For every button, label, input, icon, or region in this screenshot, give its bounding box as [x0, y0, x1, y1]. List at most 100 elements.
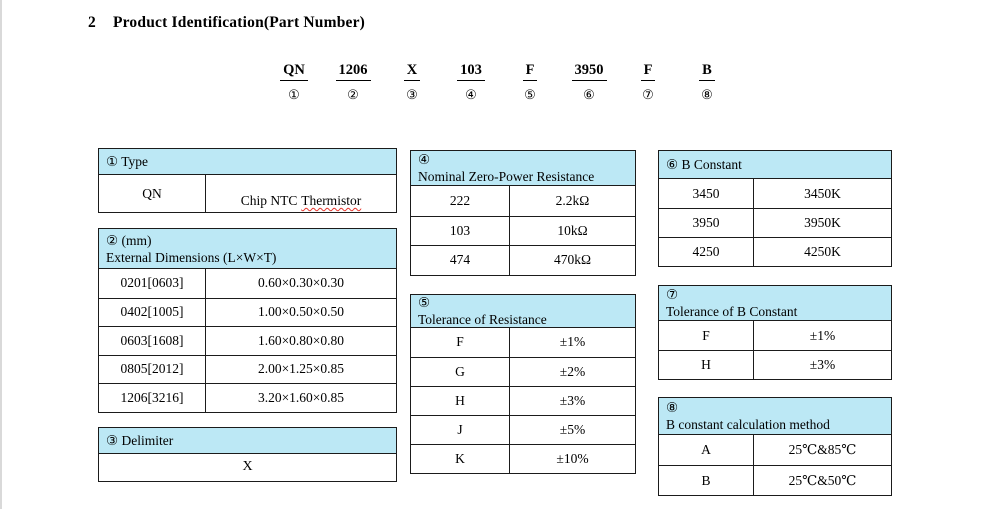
cell-code: 3450 — [659, 179, 754, 208]
table-header-line1: ④ — [418, 152, 431, 167]
table-header-line2: B constant calculation method — [666, 417, 830, 432]
part-number-segment: X ③ — [389, 62, 435, 102]
cell-code: F — [411, 327, 510, 357]
table-b-constant-method: ⑧ B constant calculation method A 25℃&85… — [658, 397, 892, 496]
type-value-prefix: Chip NTC — [240, 193, 298, 208]
table-b-constant-method-header: ⑧ B constant calculation method — [659, 398, 891, 435]
part-number-segment: QN ① — [271, 62, 317, 102]
table-row: 474 470kΩ — [411, 245, 635, 275]
table-tolerance-b-constant-header: ⑦ Tolerance of B Constant — [659, 286, 891, 321]
cell-value: 1.00×0.50×0.50 — [257, 304, 345, 320]
table-row: 0603[1608] 1.60×0.80×0.80 — [99, 326, 396, 355]
part-number-segment: B ⑧ — [684, 62, 730, 102]
segment-index: ③ — [406, 87, 418, 102]
table-row: 4250 4250K — [659, 237, 891, 266]
table-row: K ±10% — [411, 443, 635, 473]
cell-code: B — [659, 466, 754, 495]
table-row: J ±5% — [411, 414, 635, 444]
segment-index: ④ — [465, 87, 477, 102]
cell-code: 3950 — [659, 209, 754, 237]
table-resistance: ④ Nominal Zero-Power Resistance 222 2.2k… — [410, 150, 636, 276]
table-row: 3450 3450K — [659, 179, 891, 208]
segment-code: F — [640, 62, 656, 81]
cell-value: 470kΩ — [553, 252, 592, 268]
table-dimensions-header: ② (mm) External Dimensions (L×W×T) — [99, 229, 396, 269]
table-row: F ±1% — [659, 321, 891, 350]
cell-value: 3950K — [804, 215, 841, 230]
cell-code: 1206[3216] — [99, 384, 206, 412]
cell-value: ±10% — [556, 450, 589, 466]
table-row: 3950 3950K — [659, 208, 891, 237]
cell-code: A — [659, 435, 754, 465]
cell-code: 0603[1608] — [99, 327, 206, 355]
table-header-line2: Tolerance of B Constant — [666, 304, 798, 319]
table-row: 0805[2012] 2.00×1.25×0.85 — [99, 354, 396, 383]
part-number-segment: 1206 ② — [330, 62, 376, 102]
part-number-segment: F ⑤ — [507, 62, 553, 102]
table-resistance-header: ④ Nominal Zero-Power Resistance — [411, 151, 635, 186]
table-header-line1: ⑦ — [666, 287, 679, 302]
cell-code: 0402[1005] — [99, 298, 206, 326]
table-row: 222 2.2kΩ — [411, 186, 635, 216]
table-tolerance-resistance-header: ⑤ Tolerance of Resistance — [411, 294, 635, 328]
segment-index: ⑥ — [583, 87, 595, 102]
segment-index: ⑤ — [524, 87, 536, 102]
segment-index: ② — [347, 87, 359, 102]
table-row: 0201[0603] 0.60×0.30×0.30 — [99, 269, 396, 298]
table-tolerance-resistance: ⑤ Tolerance of Resistance F ±1% G ±2% H … — [410, 293, 636, 474]
table-row: H ±3% — [659, 350, 891, 379]
section-title-text: Product Identification(Part Number) — [112, 14, 366, 31]
cell-code: G — [411, 357, 510, 386]
cell-code: 0805[2012] — [99, 355, 206, 383]
cell-value: ±3% — [559, 392, 586, 408]
table-dimensions: ② (mm) External Dimensions (L×W×T) 0201[… — [98, 228, 397, 413]
part-number-segment: 103 ④ — [448, 62, 494, 102]
segment-code: 1206 — [335, 62, 371, 81]
cell-code: H — [659, 351, 754, 379]
segment-index: ⑦ — [642, 87, 654, 102]
part-number-row: QN ① 1206 ② X ③ 103 ④ F ⑤ 3950 ⑥ F ⑦ B ⑧ — [271, 62, 730, 102]
cell-code: F — [659, 321, 754, 350]
cell-value: ±3% — [809, 357, 836, 372]
cell-value: 10kΩ — [557, 222, 588, 238]
cell-value: ±2% — [559, 363, 586, 379]
table-row: B 25℃&50℃ — [659, 465, 891, 495]
column-left: ① Type QN Chip NTC Thermistor ② (mm) Ext… — [98, 148, 397, 482]
cell-code: 474 — [411, 246, 510, 275]
cell-code: K — [411, 444, 510, 473]
cell-value: X — [242, 459, 253, 474]
cell-code: QN — [99, 175, 206, 212]
cell-value: 0.60×0.30×0.30 — [257, 275, 345, 291]
cell-value: 1.60×0.80×0.80 — [257, 332, 345, 348]
column-right: ⑥ B Constant 3450 3450K 3950 3950K 4250 … — [658, 150, 892, 496]
cell-value: Chip NTC Thermistor — [206, 175, 396, 212]
table-type-header: ① Type — [99, 149, 396, 175]
type-value-spellcheck: Thermistor — [301, 193, 362, 208]
table-header-line: ③ Delimiter — [106, 432, 174, 448]
table-row: 1206[3216] 3.20×1.60×0.85 — [99, 383, 396, 412]
table-b-constant: ⑥ B Constant 3450 3450K 3950 3950K 4250 … — [658, 150, 892, 267]
segment-code: X — [403, 62, 421, 81]
segment-index: ① — [288, 87, 300, 102]
table-row: H ±3% — [411, 385, 635, 415]
section-title: 2 Product Identification(Part Number) — [88, 14, 365, 32]
table-row: 103 10kΩ — [411, 215, 635, 245]
table-row: 0402[1005] 1.00×0.50×0.50 — [99, 297, 396, 326]
table-header-line1: ⑤ — [418, 294, 431, 310]
table-header-line2: External Dimensions (L×W×T) — [106, 249, 277, 265]
table-header-line2: Nominal Zero-Power Resistance — [418, 169, 595, 184]
part-number-segment: 3950 ⑥ — [566, 62, 612, 102]
cell-code: 0201[0603] — [99, 269, 206, 298]
column-middle: ④ Nominal Zero-Power Resistance 222 2.2k… — [410, 150, 636, 474]
page-edge-line — [0, 0, 2, 509]
segment-index: ⑧ — [701, 87, 713, 102]
part-number-segment: F ⑦ — [625, 62, 671, 102]
table-row: QN Chip NTC Thermistor — [99, 175, 396, 212]
table-row: G ±2% — [411, 356, 635, 386]
table-b-constant-header: ⑥ B Constant — [659, 151, 891, 179]
table-row: F ±1% — [411, 327, 635, 357]
cell-code: 222 — [411, 186, 510, 216]
cell-code: 4250 — [659, 238, 754, 266]
table-header-line2: Tolerance of Resistance — [418, 311, 547, 327]
